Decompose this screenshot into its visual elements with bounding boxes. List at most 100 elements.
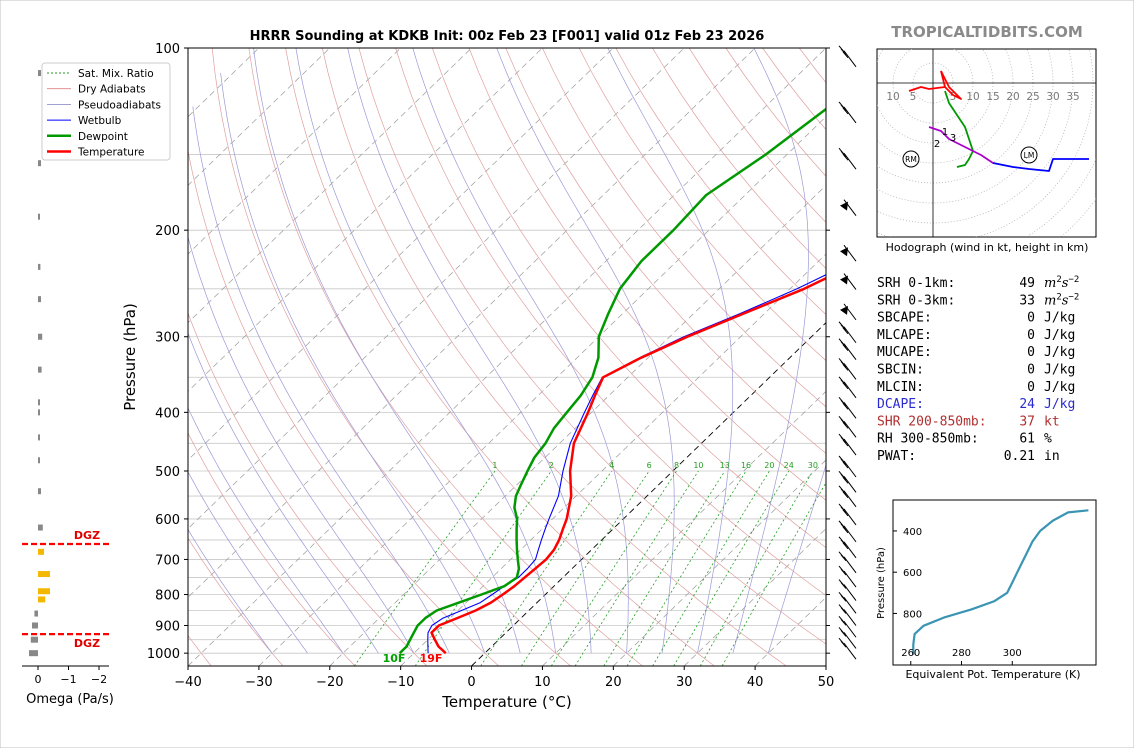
theta-e-xtick-label: 280 — [952, 648, 971, 659]
mixing-ratio-label: 4 — [609, 461, 614, 470]
y-tick-label: 100 — [155, 42, 180, 57]
x-tick-label: 40 — [747, 675, 764, 690]
surface-dewpoint-label: 10F — [383, 652, 406, 665]
omega-bar — [30, 636, 38, 643]
wind-barb-staff — [843, 343, 857, 361]
theta-e-ytick-label: 600 — [903, 568, 922, 579]
wind-barb-flag — [840, 582, 847, 589]
y-tick-label: 200 — [155, 224, 180, 239]
mixing-ratio-line — [353, 470, 496, 666]
hodograph-ring-label: 25 — [1026, 91, 1039, 103]
wind-barb — [838, 376, 857, 399]
pseudoadiabat — [188, 407, 344, 654]
pseudoadiabat — [188, 332, 379, 654]
isotherm-line — [188, 48, 543, 392]
isotherm-line — [471, 322, 826, 666]
theta-e-xlabel: Equivalent Pot. Temperature (K) — [905, 668, 1080, 681]
index-value: 0 — [1027, 345, 1035, 360]
dry-adiabat — [188, 312, 428, 666]
mixing-ratio-label: 6 — [647, 461, 652, 470]
skewt-profiles — [398, 107, 826, 655]
isotherm-line — [329, 184, 826, 666]
x-tick-label: −30 — [245, 675, 272, 690]
x-tick-label: 20 — [605, 675, 622, 690]
wind-barb-staff — [843, 438, 857, 456]
unit-part: s — [1062, 276, 1069, 291]
hodograph-ring-label: 5 — [950, 91, 957, 103]
wind-barb — [838, 627, 857, 649]
pseudoadiabat — [188, 528, 273, 654]
y-tick-label: 300 — [155, 331, 180, 346]
wind-barb-staff — [843, 541, 857, 559]
wind-barb — [838, 321, 857, 344]
legend-label: Dry Adiabats — [78, 84, 146, 96]
wind-barb-flag — [842, 153, 849, 161]
wind-barb-pennant — [840, 275, 848, 285]
omega-bar — [38, 399, 40, 406]
mixing-ratio-line — [673, 470, 790, 666]
wind-barb — [838, 45, 857, 68]
omega-bar — [34, 610, 38, 617]
omega-bar — [38, 296, 41, 303]
mixing-ratio-label: 10 — [693, 461, 703, 470]
skewt-background-lines: 1246810131620243036 — [188, 48, 826, 666]
wind-barb-flag — [840, 554, 847, 562]
legend-label: Dewpoint — [78, 131, 128, 143]
hodograph-ring-label: 30 — [1046, 91, 1059, 103]
mixing-ratio-label: 24 — [784, 461, 794, 470]
wind-barb — [838, 416, 857, 438]
index-label: MLCIN: — [877, 380, 924, 395]
wind-barb — [838, 551, 857, 574]
wind-barb-staff — [843, 597, 857, 614]
hodograph-ring-label: 20 — [1006, 91, 1019, 103]
hodograph-trace — [940, 70, 946, 88]
y-tick-label: 1000 — [147, 647, 180, 662]
index-value: 0 — [1027, 311, 1035, 326]
mixing-ratio-label: 8 — [674, 461, 679, 470]
pseudoadiabat — [188, 236, 415, 654]
isotherm-line — [188, 48, 756, 598]
isotherm-line — [188, 48, 614, 461]
y-tick-label: 400 — [155, 406, 180, 421]
theta-e-panel: 400 600 800 260 280 300 — [892, 499, 1097, 666]
hodograph-trace — [992, 158, 1089, 172]
x-tick-label: −40 — [174, 675, 201, 690]
unit-part: −2 — [1068, 292, 1079, 302]
isotherm-line — [188, 48, 826, 666]
index-unit: J/kg — [1044, 363, 1075, 378]
wind-barb-flag — [842, 491, 849, 499]
theta-e-profile — [912, 509, 1089, 655]
legend-label: Wetbulb — [78, 115, 122, 127]
wind-barbs — [838, 45, 857, 660]
pseudoadiabat — [732, 48, 809, 654]
omega-bar — [38, 548, 44, 555]
theta-e-xtick-label: 260 — [901, 648, 920, 659]
theta-e-ytick-label: 400 — [903, 527, 922, 538]
pseudoadiabat — [496, 48, 675, 654]
theta-e-ytick-label: 800 — [903, 609, 922, 620]
wind-barb — [838, 565, 857, 588]
wind-barb-flag — [842, 476, 849, 484]
pseudoadiabat — [347, 48, 592, 654]
wind-barb-staff — [843, 460, 857, 478]
omega-tick-label: 0 — [35, 673, 42, 686]
y-tick-label: 900 — [155, 619, 180, 634]
index-unit: in — [1044, 449, 1060, 464]
wind-barb-flag — [842, 461, 849, 469]
omega-bar — [38, 434, 40, 441]
dewpoint-profile — [398, 107, 826, 655]
theta-e-frame — [892, 499, 1097, 666]
omega-bar — [38, 160, 41, 167]
index-value: 0 — [1027, 363, 1035, 378]
omega-bar — [38, 366, 42, 373]
wind-barb — [838, 397, 857, 419]
x-tick-label: 50 — [818, 675, 835, 690]
index-unit: kt — [1044, 414, 1060, 429]
index-value: 37 — [1019, 414, 1035, 429]
wind-barb-staff — [843, 244, 857, 262]
wind-barb-staff — [843, 476, 857, 493]
omega-bar — [38, 524, 43, 531]
index-label: SRH 0-3km: — [877, 293, 955, 308]
wind-barb — [838, 615, 857, 638]
